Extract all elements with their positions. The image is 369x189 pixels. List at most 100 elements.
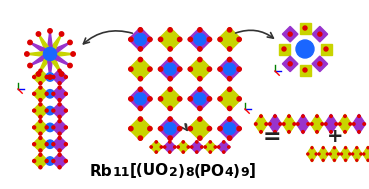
Circle shape bbox=[46, 157, 54, 165]
Polygon shape bbox=[52, 153, 68, 169]
Polygon shape bbox=[321, 43, 331, 54]
Circle shape bbox=[334, 147, 335, 149]
Polygon shape bbox=[52, 120, 68, 135]
Circle shape bbox=[33, 160, 36, 163]
Circle shape bbox=[311, 147, 313, 149]
Circle shape bbox=[138, 87, 142, 91]
Circle shape bbox=[303, 26, 307, 30]
Text: 4: 4 bbox=[224, 167, 233, 180]
Circle shape bbox=[68, 63, 72, 68]
Circle shape bbox=[282, 47, 286, 51]
Circle shape bbox=[164, 63, 176, 75]
Polygon shape bbox=[188, 57, 212, 81]
Polygon shape bbox=[52, 136, 68, 152]
Text: +: + bbox=[327, 128, 343, 146]
Circle shape bbox=[194, 93, 206, 105]
Circle shape bbox=[218, 146, 220, 148]
Circle shape bbox=[360, 153, 362, 155]
Circle shape bbox=[345, 147, 346, 149]
Circle shape bbox=[352, 123, 355, 125]
Circle shape bbox=[134, 93, 146, 105]
Polygon shape bbox=[55, 56, 72, 66]
Text: ): ) bbox=[178, 163, 185, 178]
Polygon shape bbox=[363, 146, 369, 162]
Circle shape bbox=[311, 123, 313, 125]
Circle shape bbox=[39, 69, 42, 72]
Circle shape bbox=[71, 52, 75, 56]
Polygon shape bbox=[52, 33, 62, 49]
Circle shape bbox=[68, 40, 72, 45]
Circle shape bbox=[356, 147, 358, 149]
Circle shape bbox=[315, 153, 317, 155]
Circle shape bbox=[58, 149, 61, 152]
Circle shape bbox=[148, 97, 152, 101]
Circle shape bbox=[155, 141, 157, 143]
Circle shape bbox=[39, 166, 42, 169]
Circle shape bbox=[330, 131, 332, 133]
Circle shape bbox=[207, 67, 211, 71]
Circle shape bbox=[223, 141, 225, 143]
Circle shape bbox=[58, 120, 61, 123]
Polygon shape bbox=[279, 43, 290, 54]
Circle shape bbox=[177, 97, 182, 101]
Circle shape bbox=[335, 123, 337, 125]
Circle shape bbox=[288, 115, 290, 117]
Circle shape bbox=[39, 153, 42, 156]
Polygon shape bbox=[48, 29, 52, 47]
Circle shape bbox=[158, 37, 163, 42]
Circle shape bbox=[46, 106, 54, 115]
Polygon shape bbox=[25, 52, 43, 56]
Circle shape bbox=[58, 98, 61, 101]
Circle shape bbox=[326, 153, 328, 155]
Circle shape bbox=[177, 67, 182, 71]
Polygon shape bbox=[318, 146, 328, 162]
Circle shape bbox=[39, 86, 42, 89]
Circle shape bbox=[160, 146, 162, 148]
Polygon shape bbox=[218, 57, 242, 81]
Circle shape bbox=[64, 160, 67, 163]
Circle shape bbox=[64, 109, 67, 112]
Circle shape bbox=[46, 123, 54, 132]
Polygon shape bbox=[128, 117, 152, 141]
Circle shape bbox=[329, 153, 331, 155]
Polygon shape bbox=[310, 114, 324, 134]
Circle shape bbox=[45, 143, 48, 146]
Circle shape bbox=[198, 87, 202, 91]
Polygon shape bbox=[38, 33, 48, 49]
Circle shape bbox=[138, 77, 142, 81]
Circle shape bbox=[224, 123, 235, 135]
Circle shape bbox=[293, 123, 296, 125]
Polygon shape bbox=[188, 27, 212, 51]
Circle shape bbox=[311, 159, 313, 161]
Circle shape bbox=[260, 115, 262, 117]
Circle shape bbox=[218, 67, 222, 71]
Circle shape bbox=[58, 136, 61, 139]
Circle shape bbox=[169, 151, 171, 153]
Circle shape bbox=[198, 77, 202, 81]
Polygon shape bbox=[52, 86, 68, 102]
Circle shape bbox=[237, 67, 241, 71]
Circle shape bbox=[356, 159, 358, 161]
Circle shape bbox=[59, 72, 64, 76]
Text: ]: ] bbox=[249, 163, 256, 178]
Circle shape bbox=[196, 151, 198, 153]
Circle shape bbox=[45, 75, 48, 78]
Circle shape bbox=[182, 141, 184, 143]
Circle shape bbox=[58, 153, 61, 156]
Circle shape bbox=[198, 28, 202, 32]
Circle shape bbox=[52, 109, 55, 112]
Circle shape bbox=[33, 92, 36, 95]
Circle shape bbox=[288, 32, 292, 36]
Polygon shape bbox=[57, 52, 75, 56]
Polygon shape bbox=[352, 146, 362, 162]
Circle shape bbox=[138, 117, 142, 121]
Circle shape bbox=[33, 75, 36, 78]
Circle shape bbox=[168, 57, 172, 62]
Circle shape bbox=[39, 82, 42, 85]
Circle shape bbox=[46, 90, 54, 98]
Circle shape bbox=[52, 143, 55, 146]
Circle shape bbox=[44, 47, 56, 61]
Circle shape bbox=[48, 29, 52, 33]
Circle shape bbox=[344, 131, 346, 133]
Circle shape bbox=[58, 115, 61, 118]
